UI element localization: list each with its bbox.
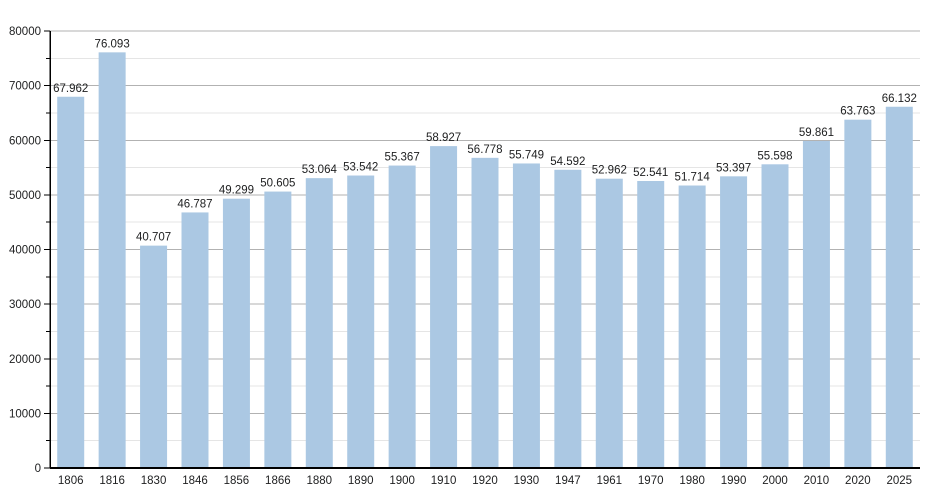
x-tick-label: 1866 [265, 475, 291, 487]
bar [885, 106, 913, 468]
x-tick-label: 1930 [514, 475, 540, 487]
bar [471, 157, 499, 469]
x-tick-label: 2010 [804, 475, 830, 487]
bar [720, 176, 748, 468]
bar-value-label: 55.367 [385, 152, 420, 164]
y-tick-label: 20000 [9, 354, 41, 366]
bar-value-label: 54.592 [550, 156, 585, 168]
x-tick-label: 1910 [431, 475, 457, 487]
x-tick-label: 1890 [348, 475, 374, 487]
bar-value-label: 52.962 [592, 165, 627, 177]
bar-value-label: 46.787 [177, 198, 212, 210]
bar-value-label: 50.605 [260, 178, 295, 190]
bar-value-label: 56.778 [467, 144, 502, 156]
bar-value-label: 55.749 [509, 149, 544, 161]
bar-value-label: 49.299 [219, 185, 254, 197]
bar-value-label: 52.541 [633, 167, 668, 179]
x-tick-label: 1856 [224, 475, 250, 487]
x-tick-label: 1920 [472, 475, 498, 487]
bar-value-label: 53.064 [302, 164, 338, 176]
y-tick-label: 10000 [9, 408, 41, 420]
x-tick-label: 1961 [596, 475, 622, 487]
y-tick-label: 0 [35, 463, 41, 475]
bar-value-label: 51.714 [675, 172, 711, 184]
bar-value-label: 55.598 [757, 150, 792, 162]
y-tick-label: 50000 [9, 190, 41, 202]
bar-value-label: 53.542 [343, 162, 378, 174]
x-tick-label: 2000 [762, 475, 788, 487]
bar [595, 178, 623, 468]
x-tick-label: 1970 [638, 475, 664, 487]
x-tick-label: 2020 [845, 475, 871, 487]
x-tick-label: 1830 [141, 475, 167, 487]
bar [802, 141, 830, 469]
bar-value-label: 53.397 [716, 162, 751, 174]
y-tick-label: 80000 [9, 26, 41, 38]
x-tick-label: 1947 [555, 475, 581, 487]
x-tick-label: 1990 [721, 475, 747, 487]
bar-value-label: 66.132 [882, 93, 917, 105]
bar [761, 164, 789, 468]
x-tick-label: 1806 [58, 475, 84, 487]
bar-value-label: 76.093 [95, 38, 130, 50]
bar-value-label: 40.707 [136, 232, 171, 244]
x-tick-label: 1816 [99, 475, 125, 487]
bar [305, 178, 333, 469]
bar [98, 52, 126, 469]
bar-value-label: 67.962 [53, 83, 88, 95]
bar [844, 119, 872, 468]
y-tick-label: 60000 [9, 135, 41, 147]
bar [57, 96, 85, 469]
bar-value-label: 58.927 [426, 132, 461, 144]
x-tick-label: 2025 [886, 475, 912, 487]
x-tick-label: 1980 [679, 475, 705, 487]
bar [140, 245, 168, 468]
bar [181, 212, 209, 468]
x-tick-label: 1846 [182, 475, 208, 487]
bar [554, 169, 582, 468]
x-tick-label: 1880 [306, 475, 332, 487]
y-tick-label: 40000 [9, 245, 41, 257]
bar [678, 185, 706, 468]
bar-value-label: 59.861 [799, 127, 834, 139]
bar-value-label: 63.763 [840, 106, 875, 118]
x-tick-label: 1900 [389, 475, 415, 487]
bar [430, 146, 458, 468]
y-tick-label: 30000 [9, 299, 41, 311]
bar [347, 175, 375, 468]
bar [388, 165, 416, 468]
bar [222, 198, 250, 468]
bar [512, 163, 540, 469]
y-tick-label: 70000 [9, 81, 41, 93]
bar [264, 191, 292, 468]
bar [637, 180, 665, 468]
